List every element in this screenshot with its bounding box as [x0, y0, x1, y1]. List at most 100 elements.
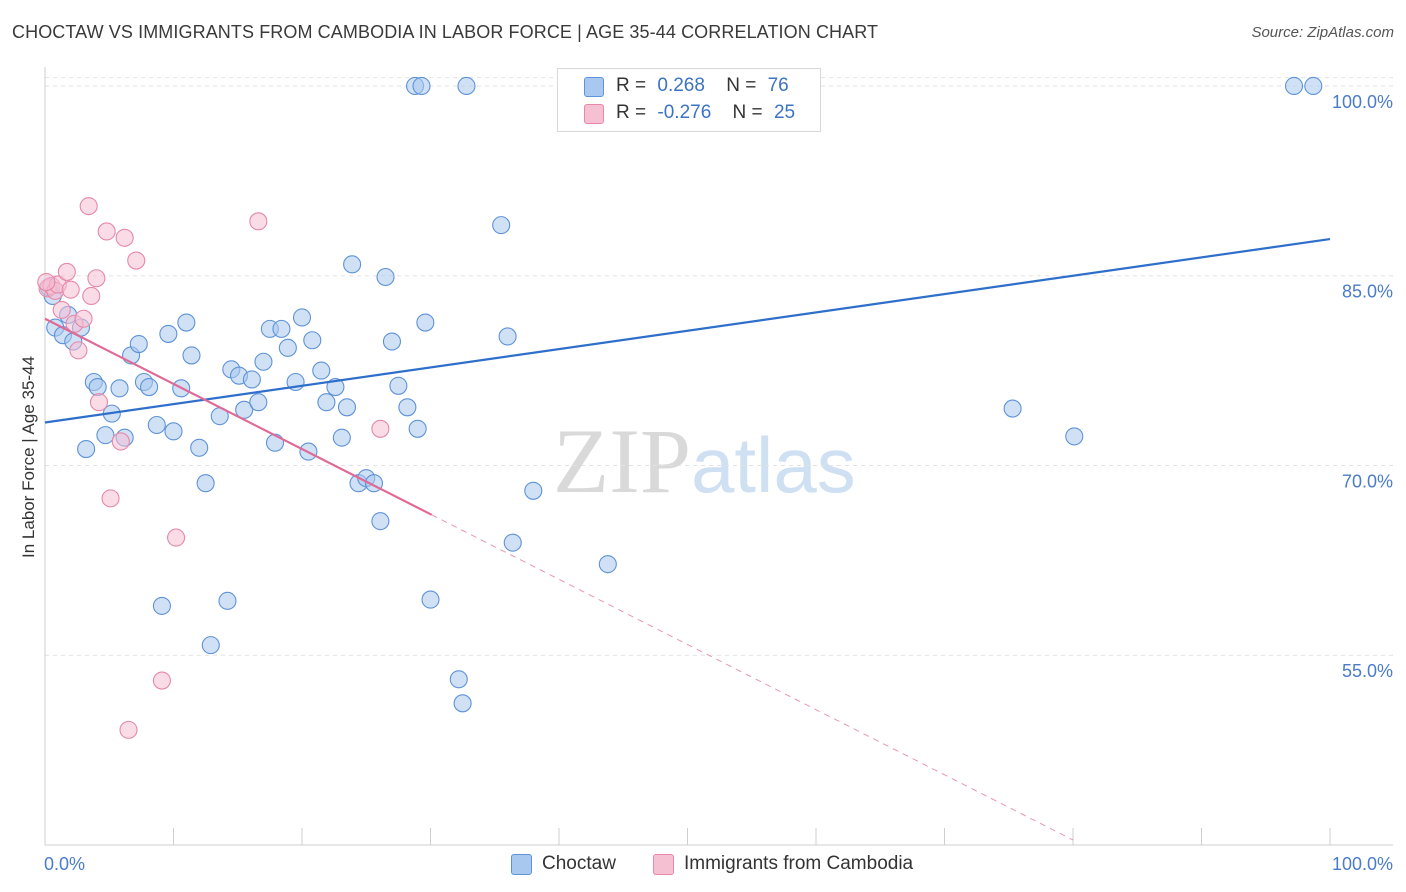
cambodia-point [74, 309, 93, 328]
cambodia-point [52, 300, 71, 319]
choctaw-point [457, 76, 476, 96]
cambodia-point [167, 528, 186, 547]
legend-swatch-blue [584, 77, 604, 97]
choctaw-point [337, 398, 357, 417]
y-tick-label: 100.0% [1332, 92, 1393, 112]
correlation-legend: R = 0.268 N = 76 R = -0.276 N = 25 [557, 68, 821, 132]
choctaw-point [129, 334, 148, 354]
legend-r-value: -0.276 [657, 102, 712, 123]
y-tick-label: 55.0% [1342, 661, 1393, 681]
cambodia-point [37, 273, 56, 292]
legend-r-label: R = [616, 102, 647, 123]
choctaw-point [96, 426, 115, 445]
cambodia-point [111, 432, 130, 451]
legend-n-value: 25 [773, 102, 796, 123]
legend-swatch-pink [584, 104, 604, 124]
choctaw-point [332, 428, 351, 447]
x-tick-label: 100.0% [1332, 854, 1393, 874]
choctaw-point [164, 422, 183, 441]
chart-title: CHOCTAW VS IMMIGRANTS FROM CAMBODIA IN L… [12, 22, 879, 42]
choctaw-point [196, 474, 215, 493]
choctaw-point [449, 670, 468, 689]
choctaw-point [524, 481, 543, 500]
choctaw-point [312, 361, 331, 380]
cambodia-point [89, 393, 109, 412]
y-tick-label: 85.0% [1342, 282, 1393, 302]
choctaw-point [1304, 76, 1323, 96]
cambodia-point [57, 262, 76, 281]
choctaw-point [249, 393, 268, 412]
choctaw-point [1065, 427, 1084, 446]
choctaw-point [453, 694, 472, 713]
choctaw-point [376, 267, 395, 287]
choctaw-point [177, 313, 196, 332]
cambodia-point [61, 280, 80, 299]
legend-n-value: 76 [767, 75, 789, 96]
choctaw-point [182, 346, 201, 365]
legend-n-label: N = [732, 102, 763, 123]
cambodia-point [371, 419, 390, 438]
choctaw-trend-line [44, 237, 1331, 424]
choctaw-point [272, 319, 291, 338]
cambodia-point [249, 212, 268, 231]
bottom-legend-label: Immigrants from Cambodia [684, 853, 914, 874]
choctaw-point [110, 379, 129, 398]
choctaw-point [303, 331, 322, 350]
legend-r-value: 0.268 [657, 75, 705, 96]
choctaw-point [326, 378, 345, 397]
choctaw-point [416, 313, 435, 332]
choctaw-point [1003, 399, 1022, 418]
watermark: ZIPatlas [553, 408, 856, 514]
cambodia-point [127, 251, 146, 270]
bottom-legend-swatch-blue [511, 854, 532, 875]
choctaw-point [408, 419, 427, 438]
cambodia-point [82, 286, 101, 306]
choctaw-point [140, 378, 159, 397]
cambodia-point [79, 197, 98, 216]
choctaw-point [242, 370, 261, 389]
cambodia-point [115, 228, 134, 247]
choctaw-point [412, 76, 431, 96]
choctaw-point [503, 533, 522, 552]
choctaw-point [77, 439, 96, 459]
choctaw-point [147, 415, 166, 435]
choctaw-point [421, 590, 440, 609]
cambodia-point [152, 671, 171, 690]
legend-n-label: N = [726, 75, 757, 96]
choctaw-point [389, 376, 408, 395]
cambodia-point [101, 489, 120, 508]
choctaw-point [254, 352, 273, 371]
cambodia-point [97, 222, 116, 241]
cambodia-point [119, 720, 138, 739]
choctaw-point [492, 216, 511, 235]
source-credit: Source: ZipAtlas.com [1251, 24, 1394, 41]
choctaw-point [201, 636, 220, 655]
watermark-zip: ZIP [553, 410, 691, 512]
choctaw-point [235, 400, 254, 419]
choctaw-point [382, 332, 402, 351]
bottom-legend-swatch-pink [653, 854, 674, 875]
choctaw-point [159, 324, 178, 343]
cambodia-trend-line [44, 317, 433, 516]
choctaw-point [218, 591, 237, 610]
choctaw-point [190, 438, 209, 457]
bottom-legend-label: Choctaw [542, 853, 616, 874]
x-tick-label: 0.0% [44, 854, 85, 874]
cambodia-point [87, 269, 106, 288]
choctaw-point [1284, 76, 1304, 96]
choctaw-point [265, 433, 285, 452]
choctaw-point [278, 338, 297, 357]
choctaw-point [371, 512, 390, 531]
choctaw-point [398, 398, 417, 417]
choctaw-point [598, 555, 617, 574]
y-tick-label: 70.0% [1342, 471, 1393, 491]
cambodia-trend-line-extension [431, 514, 1074, 841]
choctaw-point [343, 255, 362, 274]
legend-r-label: R = [616, 75, 647, 96]
choctaw-point [317, 393, 336, 412]
choctaw-point [498, 327, 517, 346]
choctaw-point [152, 596, 171, 615]
choctaw-point [88, 378, 107, 397]
choctaw-point [292, 308, 312, 327]
